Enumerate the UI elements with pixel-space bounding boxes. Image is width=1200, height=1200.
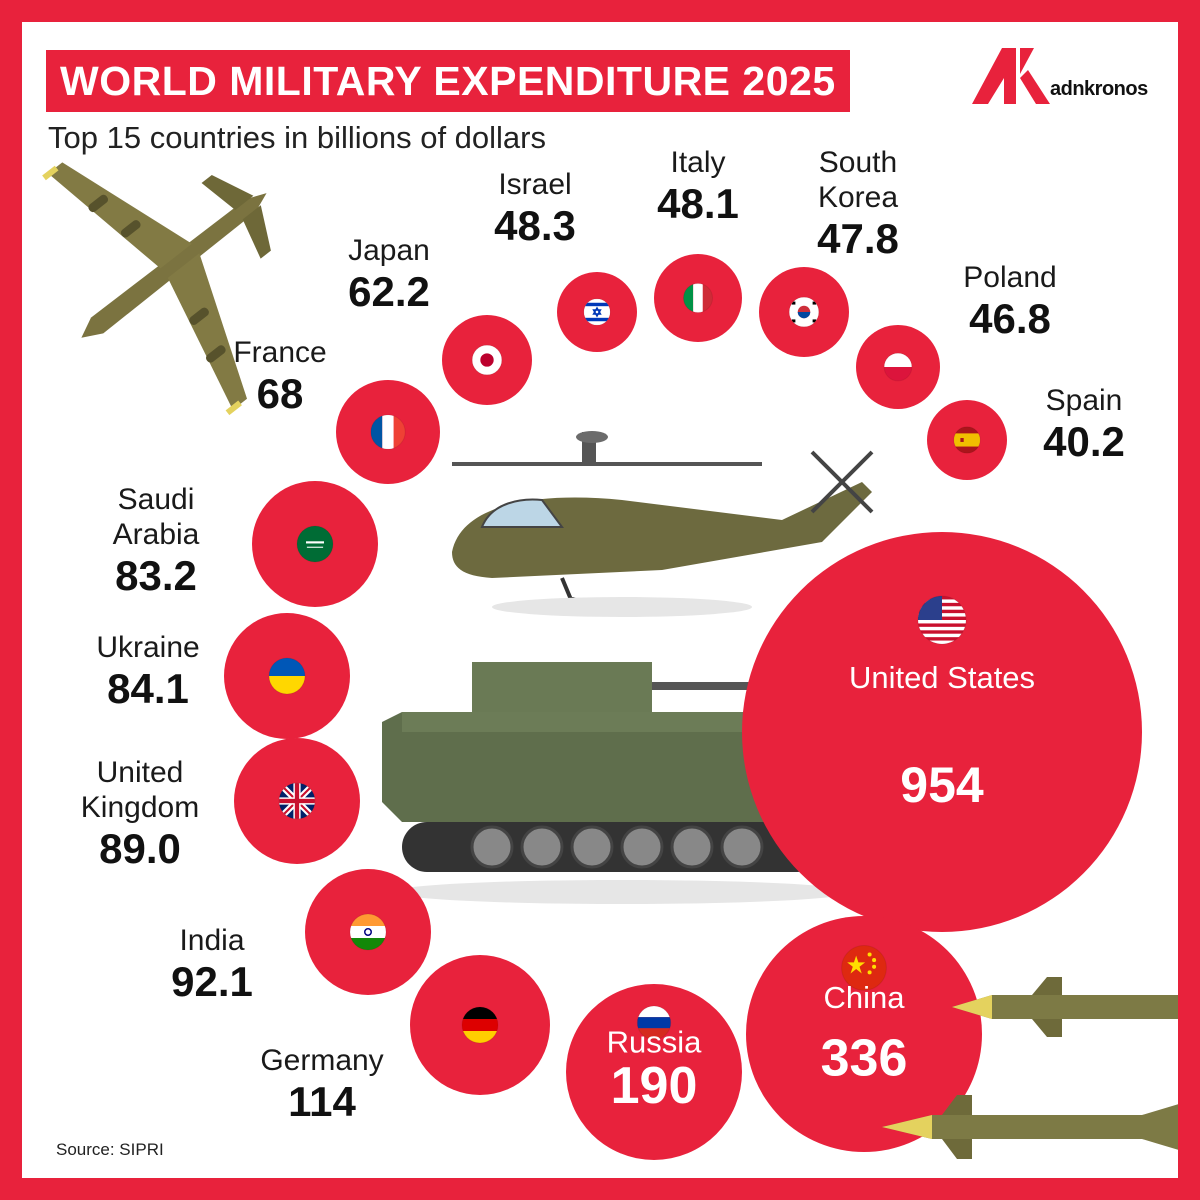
source-note: Source: SIPRI xyxy=(56,1140,164,1159)
country-value-china: 336 xyxy=(821,1029,908,1087)
spain-flag-icon xyxy=(953,426,981,454)
country-name-spain: Spain xyxy=(1046,384,1123,417)
russia-flag-icon xyxy=(636,1005,672,1040)
china-flag-icon xyxy=(841,945,887,991)
country-name-united-kingdom: United Kingdom xyxy=(81,756,199,824)
country-value-saudi-arabia: 83.2 xyxy=(115,552,197,599)
country-name-france: France xyxy=(233,336,326,369)
germany-flag-icon xyxy=(461,1006,499,1044)
us-flag-icon xyxy=(917,595,967,645)
bubble-chart: United States954China336Russia190Germany… xyxy=(42,146,1178,1160)
country-value-poland: 46.8 xyxy=(969,295,1051,342)
country-name-israel: Israel xyxy=(498,168,571,201)
page-title: WORLD MILITARY EXPENDITURE 2025 xyxy=(60,58,836,104)
bubbles-layer: United States954China336Russia190Germany… xyxy=(81,146,1142,1160)
country-value-germany: 114 xyxy=(288,1078,356,1125)
ukraine-flag-icon xyxy=(268,657,306,695)
bubble-circle-united-states xyxy=(742,532,1142,932)
country-value-united-kingdom: 89.0 xyxy=(99,825,181,872)
country-value-spain: 40.2 xyxy=(1043,418,1125,465)
italy-flag-icon xyxy=(682,282,714,314)
india-flag-icon xyxy=(349,913,387,951)
logo-text: adnkronos xyxy=(1050,78,1148,100)
page-subtitle: Top 15 countries in billions of dollars xyxy=(48,120,546,155)
bubble-china: China 336 xyxy=(746,916,982,1152)
adnkronos-logo: adnkronos xyxy=(972,48,1152,108)
infographic-frame: WORLD MILITARY EXPENDITURE 2025 Top 15 c… xyxy=(22,22,1178,1178)
country-name-ukraine: Ukraine xyxy=(96,631,199,664)
country-name-germany: Germany xyxy=(260,1044,383,1077)
country-value-united-states: 954 xyxy=(900,757,984,813)
bubble-circle-russia xyxy=(566,984,742,1160)
country-name-united-states: United States xyxy=(849,660,1035,695)
tank-icon xyxy=(382,662,852,904)
country-value-italy: 48.1 xyxy=(657,180,739,227)
title-banner: WORLD MILITARY EXPENDITURE 2025 xyxy=(46,50,850,112)
country-name-italy: Italy xyxy=(670,146,725,179)
saudi-arabia-flag-icon xyxy=(296,525,334,563)
bubble-circle-china xyxy=(746,916,982,1152)
country-name-russia: Russia xyxy=(607,1025,703,1060)
country-name-south-korea: South Korea xyxy=(818,146,898,214)
country-value-japan: 62.2 xyxy=(348,268,430,315)
helicopter-icon xyxy=(452,431,874,617)
country-value-france: 68 xyxy=(257,370,304,417)
country-value-israel: 48.3 xyxy=(494,202,576,249)
country-name-japan: Japan xyxy=(348,234,430,267)
japan-flag-icon xyxy=(471,344,503,376)
south-korea-flag-icon xyxy=(788,296,820,328)
bubble-united-states: United States 954 xyxy=(742,532,1142,932)
france-flag-icon xyxy=(370,414,406,450)
missiles-icon xyxy=(882,977,1178,1159)
country-name-china: China xyxy=(824,980,906,1015)
country-value-south-korea: 47.8 xyxy=(817,215,899,262)
bomber-aircraft-icon xyxy=(42,162,271,416)
uk-flag-icon xyxy=(278,782,316,820)
country-value-russia: 190 xyxy=(611,1057,698,1115)
country-value-ukraine: 84.1 xyxy=(107,665,189,712)
country-name-india: India xyxy=(179,924,244,957)
country-name-saudi-arabia: Saudi Arabia xyxy=(113,483,200,551)
country-value-india: 92.1 xyxy=(171,958,253,1005)
logo-mark-icon xyxy=(972,48,1050,104)
poland-flag-icon xyxy=(883,352,913,382)
country-name-poland: Poland xyxy=(963,261,1056,294)
israel-flag-icon xyxy=(583,298,611,326)
